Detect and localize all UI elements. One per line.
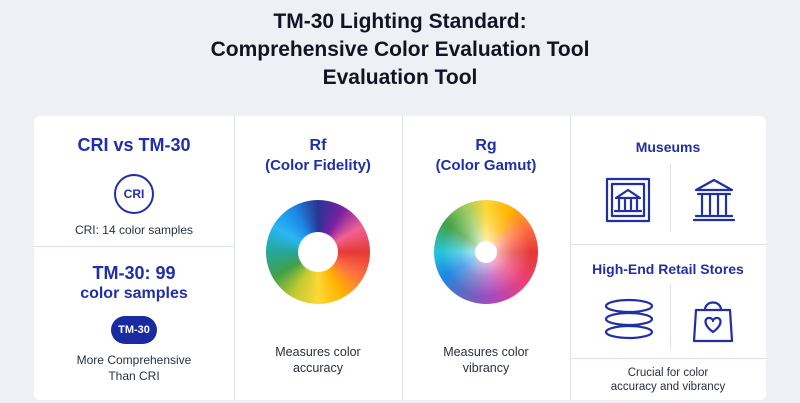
rf-cell: Rf (Color Fidelity): [234, 136, 402, 176]
rg-cell: Rg (Color Gamut): [402, 136, 570, 176]
tm30-cell: TM-30: 99 color samples TM-30 More Compr…: [34, 262, 234, 384]
retail-heading: High-End Retail Stores: [592, 261, 744, 277]
cri-cell: CRI vs TM-30 CRI CRI: 14 color samples: [34, 134, 234, 238]
page-title: TM-30 Lighting Standard: Comprehensive C…: [0, 8, 800, 92]
museums-cell: Museums: [570, 138, 766, 156]
color-fidelity-wheel: [266, 200, 370, 304]
rg-caption: Measures color vibrancy: [402, 344, 570, 376]
divider: [402, 116, 403, 400]
fabric-stack-icon: [602, 296, 656, 342]
rg-caption-line-2: vibrancy: [462, 361, 510, 375]
divider: [234, 116, 235, 400]
title-line-2: Comprehensive Color Evaluation Tool: [210, 38, 590, 61]
rf-heading-line-1: Rf: [309, 137, 327, 154]
divider: [570, 116, 571, 400]
cri-badge: CRI: [114, 174, 154, 214]
retail-caption-line-2: accuracy and vibrancy: [610, 381, 726, 393]
shopping-bag-heart-icon: [690, 294, 736, 344]
rf-caption-line-2: accuracy: [292, 361, 344, 375]
rf-caption-line-1: Measures color: [275, 345, 361, 359]
divider: [670, 164, 671, 232]
cri-heading: CRI vs TM-30: [77, 135, 191, 155]
rf-heading-line-2: (Color Fidelity): [265, 157, 371, 174]
info-panel: CRI vs TM-30 CRI CRI: 14 color samples T…: [34, 116, 766, 400]
museums-heading: Museums: [635, 139, 701, 155]
rg-heading-line-2: (Color Gamut): [435, 157, 537, 174]
retail-caption-line-1: Crucial for color: [627, 367, 709, 379]
color-gamut-wheel: [434, 200, 538, 304]
divider: [34, 246, 234, 247]
rg-heading-line-1: Rg: [475, 137, 497, 154]
tm30-caption-line-2: Than CRI: [108, 369, 160, 383]
tm30-caption-line-1: More Comprehensive: [76, 353, 192, 367]
museum-building-icon: [690, 176, 738, 224]
divider: [570, 358, 766, 359]
rf-caption: Measures color accuracy: [234, 344, 402, 376]
divider: [570, 244, 766, 245]
tm30-badge: TM-30: [111, 316, 157, 344]
tm30-heading-line-1: TM-30: 99: [92, 263, 176, 283]
retail-cell: High-End Retail Stores: [570, 260, 766, 278]
title-line-1: TM-30 Lighting Standard:: [273, 10, 527, 33]
retail-caption: Crucial for color accuracy and vibrancy: [570, 366, 766, 394]
tm30-heading-line-2: color samples: [80, 285, 188, 302]
museum-frame-icon: [604, 176, 652, 224]
divider: [670, 284, 671, 350]
title-line-3: Evaluation Tool: [322, 66, 478, 89]
rg-caption-line-1: Measures color: [443, 345, 529, 359]
cri-caption: CRI: 14 color samples: [74, 223, 194, 237]
